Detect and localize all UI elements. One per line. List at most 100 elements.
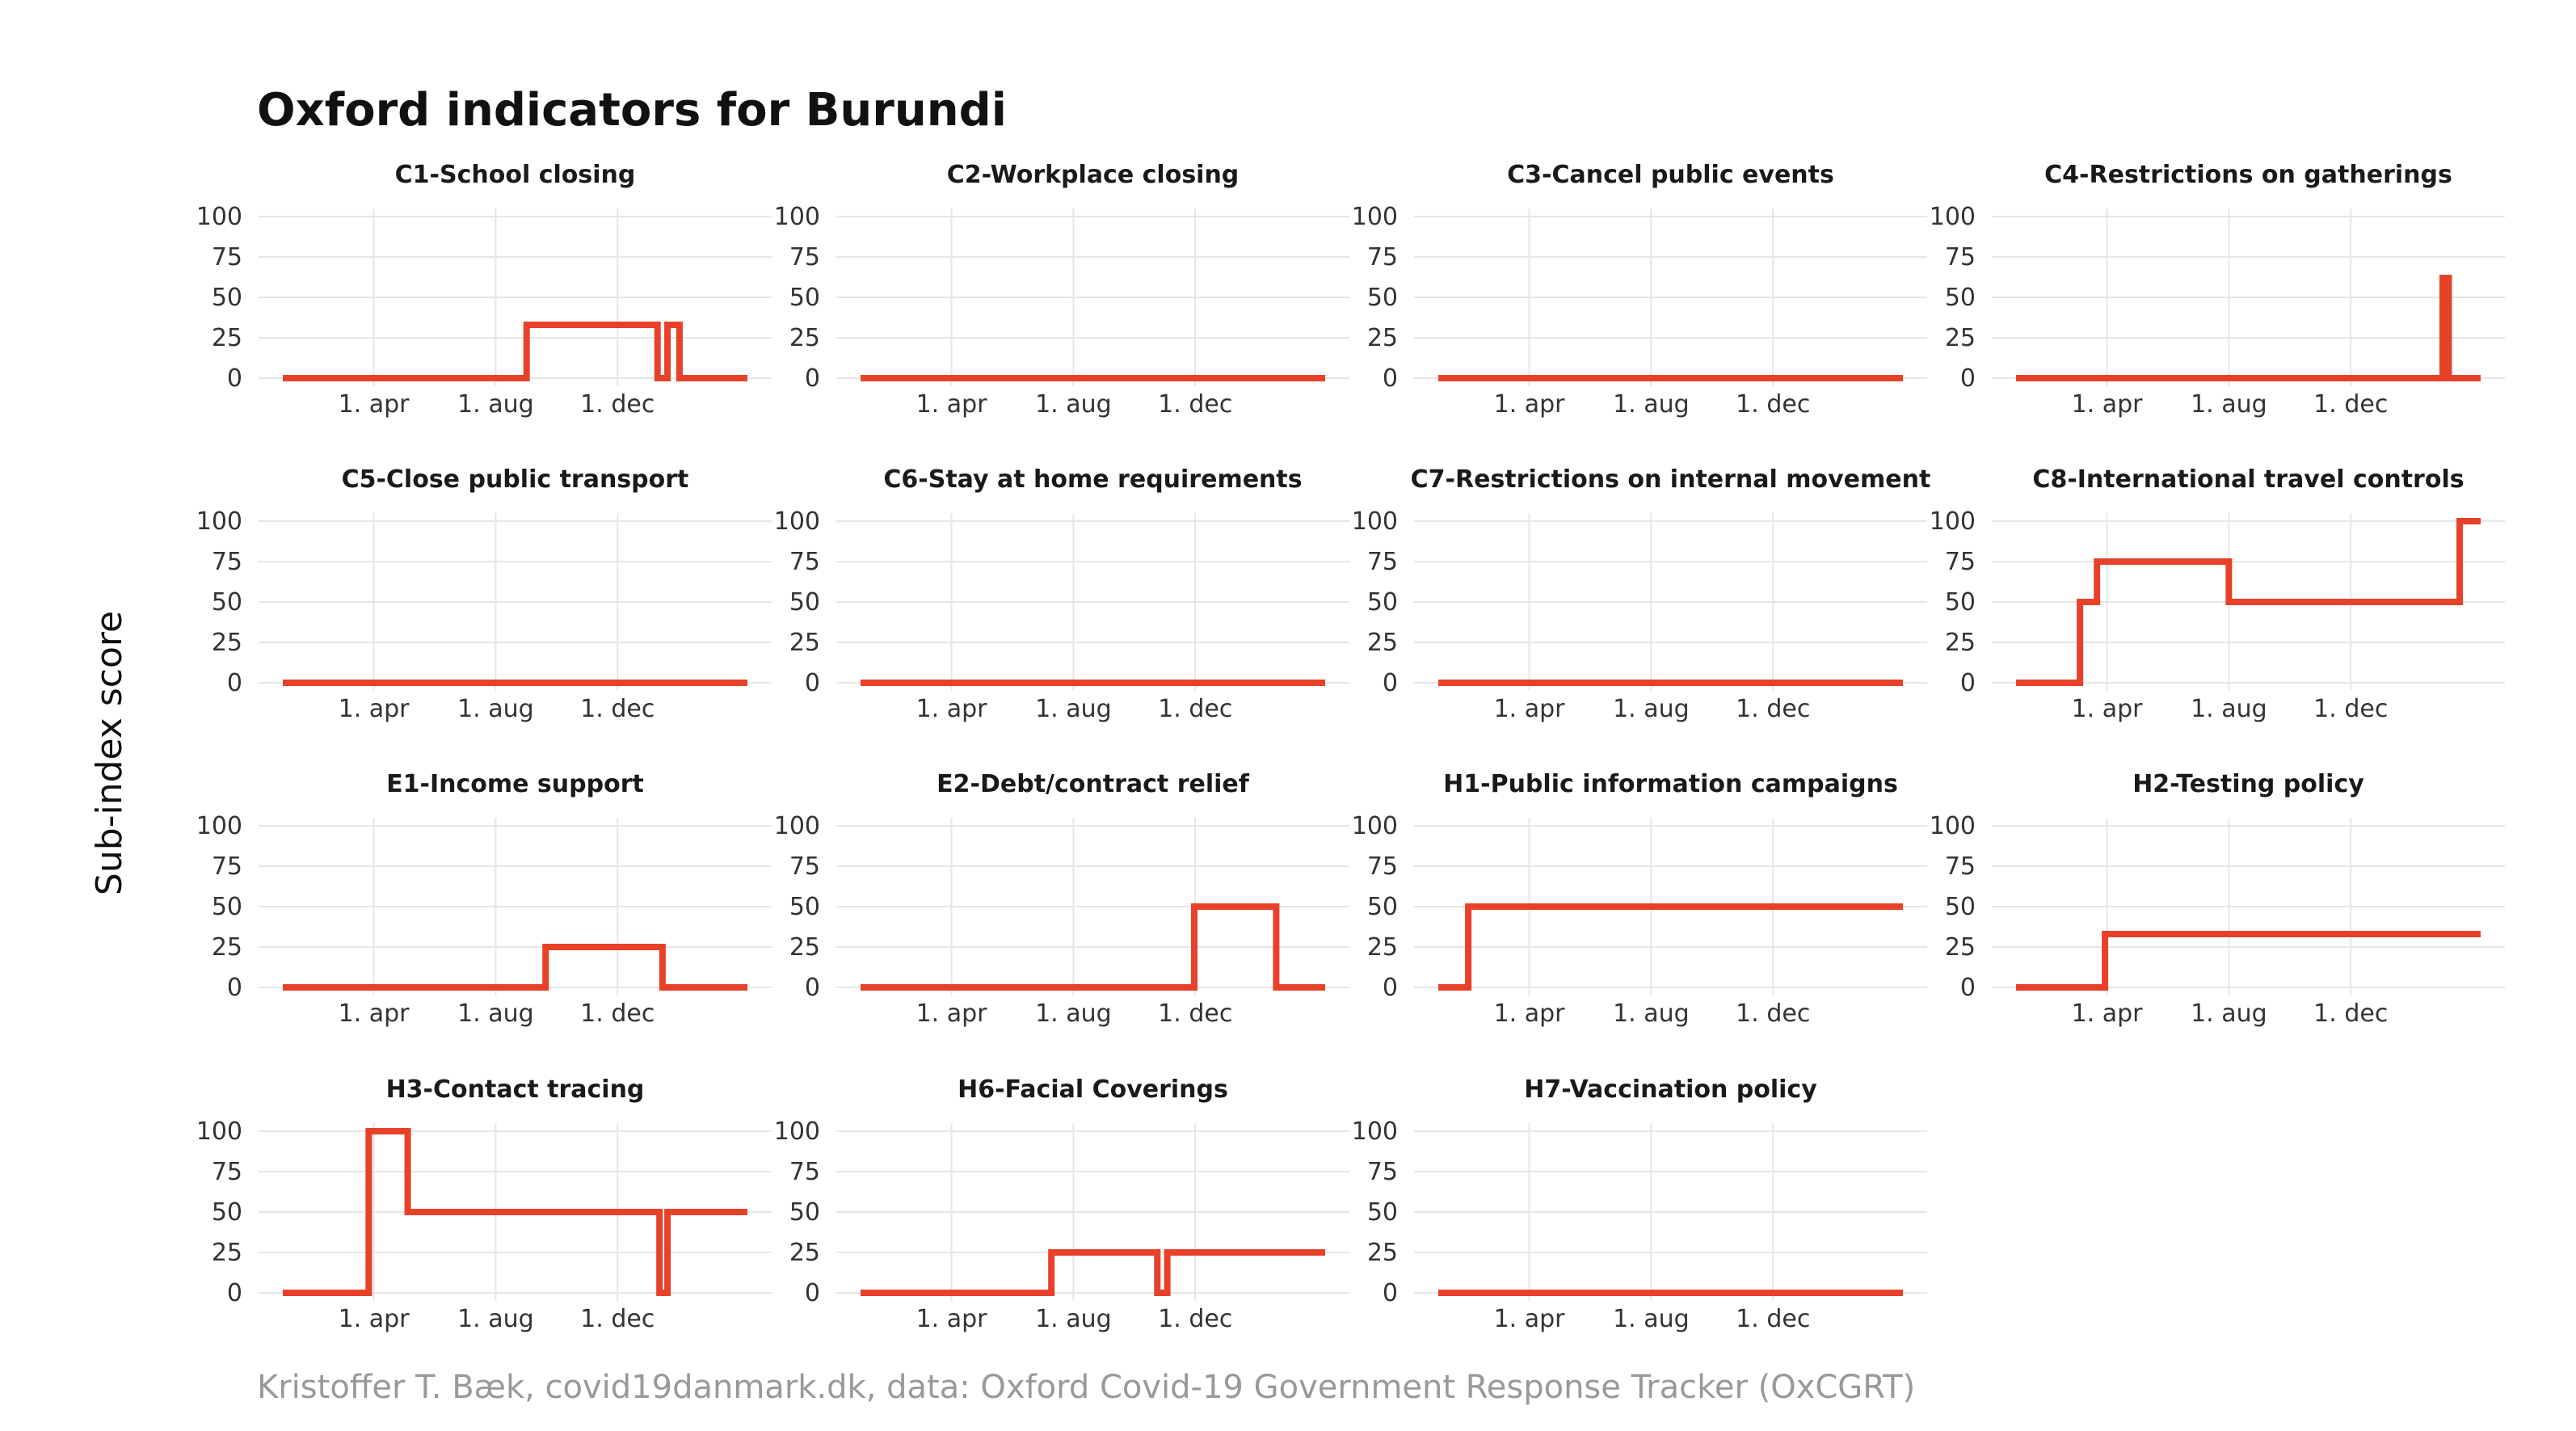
panel: H1-Public information campaigns 0 25 50 75 10… bbox=[1352, 770, 1927, 1028]
x-tick-label: 1. aug bbox=[1035, 1000, 1112, 1028]
x-tick-label: 1. apr bbox=[916, 695, 988, 723]
y-tick-label: 0 bbox=[805, 669, 820, 697]
y-tick-label: 25 bbox=[212, 933, 242, 962]
x-tick-label: 1. dec bbox=[1736, 1000, 1810, 1028]
y-tick-label: 25 bbox=[1367, 629, 1398, 657]
x-tick-label: 1. apr bbox=[916, 390, 988, 419]
y-tick-label: 50 bbox=[212, 1198, 242, 1227]
y-tick-label: 100 bbox=[196, 812, 242, 840]
y-tick-label: 100 bbox=[1352, 507, 1398, 536]
y-tick-label: 100 bbox=[1930, 812, 1976, 840]
y-tick-label: 25 bbox=[212, 629, 242, 657]
y-tick-label: 75 bbox=[212, 1158, 242, 1186]
y-tick-label: 0 bbox=[227, 669, 242, 697]
y-tick-label: 100 bbox=[1352, 203, 1398, 231]
x-tick-label: 1. aug bbox=[2191, 390, 2267, 419]
x-tick-label: 1. dec bbox=[1736, 390, 1810, 419]
x-tick-label: 1. aug bbox=[2191, 1000, 2267, 1028]
y-tick-label: 25 bbox=[789, 1239, 820, 1267]
y-tick-label: 25 bbox=[789, 933, 820, 962]
y-tick-label: 100 bbox=[1930, 203, 1976, 231]
x-tick-label: 1. apr bbox=[1494, 1000, 1566, 1028]
y-tick-label: 100 bbox=[774, 1117, 820, 1146]
y-tick-label: 75 bbox=[1945, 852, 1976, 881]
series-line bbox=[283, 944, 747, 991]
panels: C1-School closing 0 25 50 75 100 1. apr 1. aug 1… bbox=[196, 161, 2505, 1333]
x-tick-label: 1. dec bbox=[580, 1000, 655, 1028]
panel: H7-Vaccination policy 0 25 50 75 100 1. apr 1. … bbox=[1352, 1075, 1927, 1333]
x-tick-label: 1. apr bbox=[339, 695, 410, 723]
x-tick-label: 1. aug bbox=[1035, 1305, 1112, 1333]
y-tick-label: 0 bbox=[805, 1279, 820, 1307]
chart-title: Oxford indicators for Burundi bbox=[257, 84, 1007, 137]
y-tick-label: 50 bbox=[1367, 284, 1398, 312]
y-tick-label: 100 bbox=[774, 812, 820, 840]
y-tick-label: 100 bbox=[774, 203, 820, 231]
x-tick-label: 1. aug bbox=[457, 1305, 534, 1333]
y-tick-label: 50 bbox=[1367, 1198, 1398, 1227]
y-tick-label: 25 bbox=[1945, 933, 1976, 962]
x-tick-label: 1. dec bbox=[580, 1305, 655, 1333]
panel: H6-Facial Coverings 0 25 50 75 100 1. apr 1. au… bbox=[774, 1075, 1349, 1333]
y-tick-label: 0 bbox=[227, 974, 242, 1002]
x-tick-label: 1. dec bbox=[1736, 695, 1810, 723]
panel: C2-Workplace closing 0 25 50 75 100 1. apr 1. a… bbox=[774, 161, 1349, 419]
x-tick-label: 1. dec bbox=[1158, 695, 1232, 723]
y-tick-label: 100 bbox=[774, 507, 820, 536]
x-tick-label: 1. aug bbox=[457, 1000, 534, 1028]
y-tick-label: 25 bbox=[1367, 1239, 1398, 1267]
x-tick-label: 1. aug bbox=[1613, 390, 1690, 419]
x-tick-label: 1. aug bbox=[457, 390, 534, 419]
y-tick-label: 50 bbox=[1945, 588, 1976, 617]
caption: Kristoffer T. Bæk, covid19danmark.dk, da… bbox=[257, 1369, 1915, 1406]
x-tick-label: 1. dec bbox=[580, 695, 655, 723]
panel-title: H2-Testing policy bbox=[2132, 770, 2364, 798]
series-line bbox=[861, 903, 1325, 991]
x-tick-label: 1. aug bbox=[457, 695, 534, 723]
y-tick-label: 100 bbox=[1930, 507, 1976, 536]
y-tick-label: 0 bbox=[227, 364, 242, 393]
x-tick-label: 1. aug bbox=[1035, 390, 1112, 419]
y-tick-label: 75 bbox=[789, 548, 820, 576]
panel-title: C3-Cancel public events bbox=[1507, 161, 1834, 189]
y-tick-label: 0 bbox=[1960, 669, 1976, 697]
y-tick-label: 75 bbox=[1367, 243, 1398, 271]
y-tick-label: 50 bbox=[1367, 893, 1398, 921]
x-tick-label: 1. dec bbox=[1736, 1305, 1810, 1333]
panel: E1-Income support 0 25 50 75 100 1. apr 1. aug 1… bbox=[196, 770, 772, 1028]
x-tick-label: 1. aug bbox=[1613, 1305, 1690, 1333]
y-tick-label: 50 bbox=[1945, 893, 1976, 921]
panel: H3-Contact tracing 0 25 50 75 100 1. apr 1. aug… bbox=[196, 1075, 772, 1333]
panel: H2-Testing policy 0 25 50 75 100 1. apr 1. aug 1… bbox=[1930, 770, 2505, 1028]
x-tick-label: 1. apr bbox=[339, 390, 410, 419]
y-tick-label: 50 bbox=[212, 588, 242, 617]
y-tick-label: 75 bbox=[212, 548, 242, 576]
y-tick-label: 25 bbox=[212, 1239, 242, 1267]
y-tick-label: 50 bbox=[789, 588, 820, 617]
panel-title: C1-School closing bbox=[395, 161, 636, 189]
y-tick-label: 25 bbox=[789, 324, 820, 352]
x-tick-label: 1. aug bbox=[1613, 695, 1690, 723]
y-tick-label: 75 bbox=[789, 243, 820, 271]
y-tick-label: 75 bbox=[212, 243, 242, 271]
y-tick-label: 100 bbox=[196, 203, 242, 231]
y-tick-label: 50 bbox=[212, 893, 242, 921]
panel-title: H1-Public information campaigns bbox=[1443, 770, 1898, 798]
x-tick-label: 1. dec bbox=[2313, 695, 2388, 723]
y-tick-label: 100 bbox=[1352, 812, 1398, 840]
panel-title: C2-Workplace closing bbox=[947, 161, 1240, 189]
x-tick-label: 1. apr bbox=[1494, 390, 1566, 419]
x-tick-label: 1. apr bbox=[2072, 695, 2144, 723]
y-axis-label: Sub-index score bbox=[89, 611, 130, 895]
panel: E2-Debt/contract relief 0 25 50 75 100 1. apr 1… bbox=[774, 770, 1349, 1028]
y-tick-label: 0 bbox=[1383, 1279, 1398, 1307]
y-tick-label: 0 bbox=[1960, 974, 1976, 1002]
x-tick-label: 1. dec bbox=[1158, 1000, 1232, 1028]
panel-title: C7-Restrictions on internal movement bbox=[1411, 465, 1931, 494]
y-tick-label: 0 bbox=[805, 364, 820, 393]
panel-title: H3-Contact tracing bbox=[386, 1075, 645, 1104]
y-tick-label: 50 bbox=[789, 893, 820, 921]
y-tick-label: 75 bbox=[1945, 548, 1976, 576]
panel-title: E2-Debt/contract relief bbox=[937, 770, 1250, 798]
y-tick-label: 50 bbox=[789, 284, 820, 312]
